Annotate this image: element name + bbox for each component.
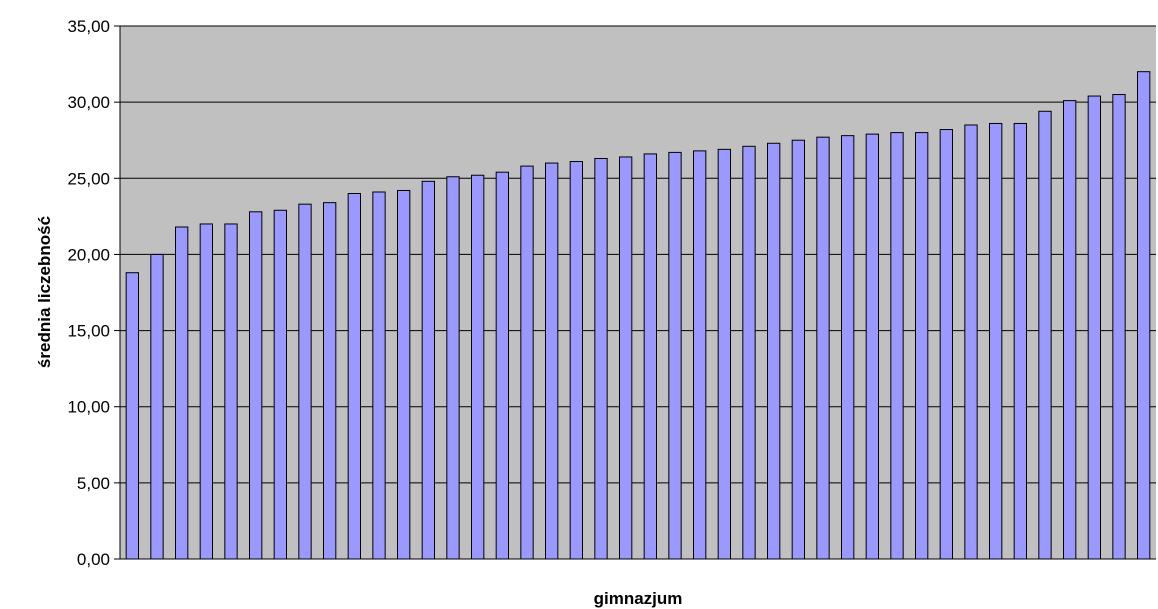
y-tick-label: 5,00 [77, 474, 110, 493]
bar [446, 176, 460, 560]
bar [249, 211, 263, 560]
bar [199, 223, 213, 560]
bar [372, 191, 386, 560]
bar [668, 151, 682, 560]
bar [495, 171, 510, 560]
y-tick-label: 20,00 [67, 245, 110, 264]
bar [1137, 71, 1151, 560]
bar [397, 189, 411, 560]
bar [964, 124, 978, 560]
y-tick-label: 25,00 [67, 169, 110, 188]
bar [569, 161, 583, 560]
bar [619, 156, 633, 560]
bar [643, 153, 657, 560]
bar [1087, 95, 1102, 560]
bar [1038, 110, 1052, 560]
bar [1013, 122, 1027, 560]
bar [693, 150, 707, 560]
y-axis-title: średnia liczebność [35, 216, 54, 368]
bar [865, 133, 879, 560]
bar [150, 253, 164, 560]
bar [125, 272, 139, 560]
bar [175, 226, 189, 560]
bar [791, 139, 805, 560]
bar [298, 203, 312, 560]
bars [125, 71, 1151, 560]
bar [224, 223, 238, 560]
bar [915, 132, 929, 560]
bar [1112, 94, 1126, 560]
bar [890, 132, 904, 560]
bar [471, 174, 485, 560]
y-tick-label: 0,00 [77, 550, 110, 569]
y-tick-label: 30,00 [67, 93, 110, 112]
bar [421, 180, 436, 560]
bar [545, 162, 559, 560]
bar [816, 136, 830, 560]
y-tick-labels: 0,00 5,00 10,00 15,00 20,00 25,00 30,00 35,00 [67, 17, 110, 569]
bar [323, 202, 337, 560]
y-tick-label: 35,00 [67, 17, 110, 36]
bar [273, 209, 288, 560]
bar [717, 148, 731, 560]
bar [347, 193, 362, 560]
plot-area [120, 26, 1156, 559]
y-tick-label: 15,00 [67, 322, 110, 341]
y-tick-label: 10,00 [67, 398, 110, 417]
bar [742, 145, 756, 560]
bar [1063, 100, 1077, 560]
bar [939, 129, 953, 560]
axes [114, 25, 1156, 560]
bar [594, 157, 608, 560]
bar [767, 142, 781, 560]
bar [841, 135, 855, 560]
bar [989, 122, 1003, 560]
bar [520, 165, 534, 560]
gridlines [120, 25, 1156, 484]
x-axis-title: gimnazjum [594, 589, 683, 608]
